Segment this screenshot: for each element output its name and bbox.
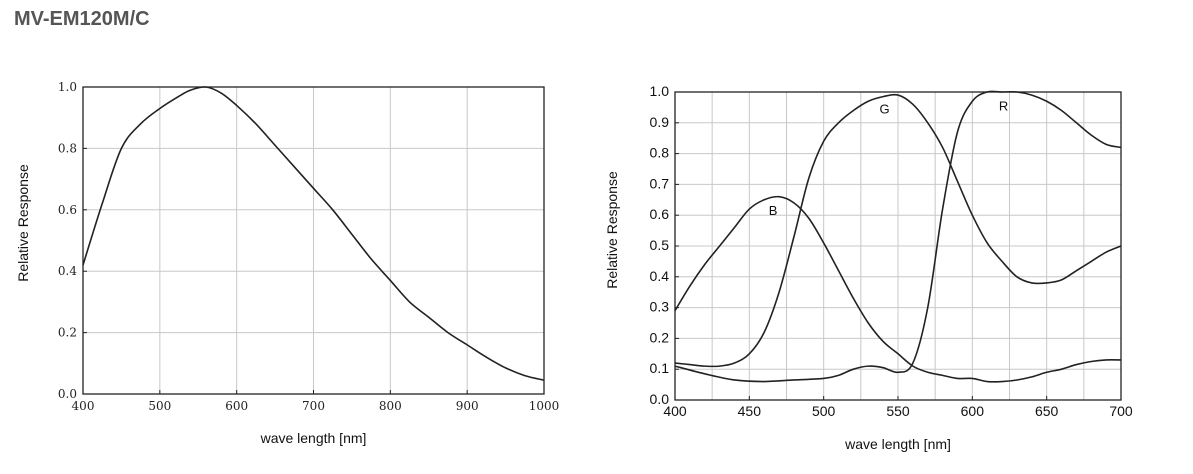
x-tick-label: 400	[72, 399, 95, 413]
x-tick-label: 600	[225, 399, 248, 413]
x-tick-label: 650	[1035, 403, 1059, 419]
y-tick-label: 0.0	[650, 391, 670, 407]
y-tick-label: 0.3	[650, 299, 670, 315]
x-tick-label: 450	[738, 403, 762, 419]
series-line	[82, 86, 545, 381]
y-tick-label: 1.0	[650, 83, 670, 99]
x-tick-label: 550	[886, 403, 910, 419]
x-tick-label: 500	[148, 399, 171, 413]
y-tick-label: 0.8	[650, 145, 670, 161]
chart-2: 400 450 500 550 600 650 700 0.0 0.1 0.2 0.3 0.4 0.5 0…	[604, 83, 1133, 452]
y-tick-label: 1.0	[58, 80, 77, 94]
y-tick-label: 0.2	[650, 329, 670, 345]
chart-1: 400 500 600 700 800 900 1000 0.0 0.2 0.4 0.6 0.8 1.0…	[15, 80, 559, 446]
x-tick-label: 600	[961, 403, 985, 419]
x-axis-label: wave length [nm]	[260, 430, 367, 446]
y-tick-label: 0.7	[650, 175, 670, 191]
series-line-g	[674, 93, 1122, 368]
y-tick-label: 0.6	[650, 206, 670, 222]
y-tick-label: 0.4	[650, 268, 670, 284]
x-tick-label: 500	[812, 403, 836, 419]
series-line-b	[674, 195, 1122, 383]
y-tick-label: 0.9	[650, 114, 670, 130]
series-label-g: G	[880, 102, 890, 117]
x-tick-label: 700	[302, 399, 325, 413]
x-tick-label: 1000	[529, 399, 560, 413]
y-tick-label: 0.6	[58, 203, 77, 217]
x-tick-label: 700	[1109, 403, 1133, 419]
series-label-b: B	[769, 203, 778, 218]
y-tick-label: 0.8	[58, 141, 77, 155]
page-title: MV-EM120M/C	[14, 8, 150, 30]
y-tick-label: 0.2	[58, 326, 77, 340]
y-tick-label: 0.0	[58, 387, 77, 401]
x-tick-label: 400	[663, 403, 687, 419]
x-tick-label: 900	[456, 399, 479, 413]
y-tick-label: 0.5	[650, 237, 670, 253]
x-axis-label: wave length [nm]	[844, 436, 951, 452]
y-axis-label: Relative Response	[604, 171, 620, 289]
y-tick-label: 0.1	[650, 360, 670, 376]
y-tick-label: 0.4	[58, 264, 77, 278]
series-label-r: R	[999, 98, 1008, 113]
series-line-r	[674, 90, 1122, 383]
x-tick-label: 800	[379, 399, 402, 413]
y-axis-label: Relative Response	[15, 164, 31, 282]
